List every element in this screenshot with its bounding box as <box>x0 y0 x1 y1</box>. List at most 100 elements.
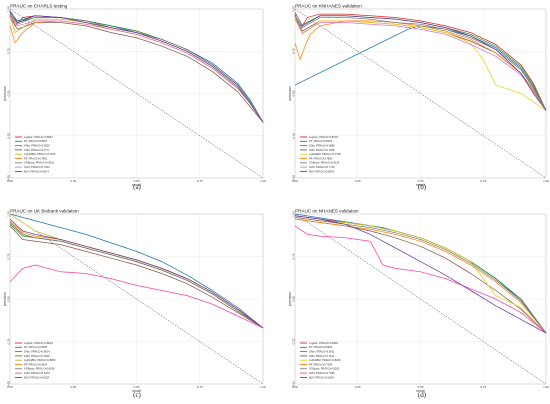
legend-entry: SVM, PRAUC=0.7903 <box>24 165 50 169</box>
series-line-7 <box>294 15 547 111</box>
chart-panel-4: PRAUC on NHANES validation0.000.000.250.… <box>288 209 549 400</box>
x-tick-label: 0.00 <box>292 179 298 183</box>
series-line-9 <box>294 215 547 334</box>
series-line-2 <box>9 213 264 329</box>
x-tick-label: 0.25 <box>70 179 76 183</box>
legend-entry: RF, PRAUC=0.8064 <box>24 362 48 366</box>
legend-entry: DT, PRAUC=0.8066 <box>24 345 48 349</box>
legend-entry: LightGBM, PRAUC=0.7874 <box>24 152 56 156</box>
y-tick-label: 0.50 <box>292 90 296 96</box>
y-tick-label: 1.00 <box>292 211 296 217</box>
legend-entry: SVM, PRAUC=0.7883 <box>309 371 335 375</box>
y-tick-label: 0.00 <box>7 381 11 387</box>
series-line-5 <box>294 17 547 111</box>
chart-panel-2: PRAUC on KNHANES validation0.000.000.250… <box>288 4 549 192</box>
legend-entry: LightGBM, PRAUC=0.8050 <box>24 358 56 362</box>
reference-line <box>9 213 264 385</box>
y-tick-label: 0.75 <box>7 253 11 259</box>
chart-panel-1: PRAUC on CHARLS testing0.000.000.250.250… <box>3 4 266 192</box>
chart-title: PRAUC on CHARLS testing <box>10 4 68 9</box>
x-axis-label: recall <box>416 389 425 393</box>
chart-title: PRAUC on NHANES validation <box>295 209 359 214</box>
y-tick-label: 1.00 <box>7 6 11 12</box>
legend-entry: LightGBM, PRAUC=0.7748 <box>309 152 341 156</box>
series-line-4 <box>9 225 264 329</box>
chart-title: PRAUC on KNHANES validation <box>295 4 362 9</box>
legend-entry: MLP, PRAUC=0.8128 <box>24 375 50 379</box>
legend-entry: SVM, PRAUC=0.6479 <box>24 371 50 375</box>
chart-panel-3: PRAUC on UK Biobank validation0.000.000.… <box>3 209 266 400</box>
legend-entry: MLP, PRAUC=0.8624 <box>309 169 335 173</box>
x-tick-label: 1.00 <box>260 179 266 183</box>
legend-entry: XGBoost, PRAUC=0.8011 <box>24 161 55 165</box>
legend-entry: RF, PRAUC=0.7882 <box>24 156 48 160</box>
y-tick-label: 0.50 <box>7 90 11 96</box>
x-tick-label: 0.50 <box>418 179 424 183</box>
legend-entry: XGBoost, PRAUC=0.8205 <box>309 367 340 371</box>
x-tick-label: 0.75 <box>480 179 486 183</box>
legend-entry: SNet, PRAUC=0.8685 <box>309 144 335 148</box>
legend-entry: DT, PRAUC=0.8161 <box>309 139 333 143</box>
legend-entry: RF, PRAUC=0.7658 <box>309 362 333 366</box>
legend-entry: DT, PRAUC=0.8057 <box>24 139 48 143</box>
x-tick-label: 0.75 <box>197 179 203 183</box>
y-tick-label: 0.00 <box>292 381 296 387</box>
x-tick-label: 0.25 <box>70 385 76 389</box>
y-axis-label: precision <box>288 86 292 100</box>
panel-caption: (d) <box>418 391 427 399</box>
legend-entry: SNet, PRAUC=0.8311 <box>309 350 335 354</box>
y-tick-label: 0.00 <box>7 175 11 181</box>
legend-entry: KNN, PRAUC=0.7849 <box>24 354 50 358</box>
y-axis-label: precision <box>3 292 7 306</box>
x-tick-label: 0.00 <box>292 385 298 389</box>
x-tick-label: 0.00 <box>7 385 13 389</box>
series-line-9 <box>9 10 264 123</box>
x-tick-label: 1.00 <box>543 179 549 183</box>
x-tick-label: 0.25 <box>355 179 361 183</box>
x-tick-label: 0.50 <box>134 385 140 389</box>
series-line-8 <box>9 15 264 123</box>
series-line-8 <box>9 264 264 329</box>
y-tick-label: 0.25 <box>292 133 296 139</box>
reference-line <box>9 8 264 179</box>
legend-entry: Logistic, PRAUC=0.8718 <box>309 135 338 139</box>
reference-line <box>294 8 547 179</box>
series-line-8 <box>294 225 547 334</box>
series-line-6 <box>294 218 547 334</box>
y-tick-label: 0.75 <box>292 253 296 259</box>
legend-entry: RF, PRAUC=0.7850 <box>309 156 333 160</box>
y-tick-label: 0.25 <box>7 338 11 344</box>
x-tick-label: 0.25 <box>355 385 361 389</box>
legend-entry: Logistic, PRAUC=0.8057 <box>24 135 53 139</box>
legend-entry: KNN, PRAUC=0.7958 <box>309 148 335 152</box>
x-axis-label: recall <box>416 183 425 187</box>
series-line-7 <box>294 217 547 334</box>
x-axis-label: recall <box>132 183 141 187</box>
legend-entry: XGBoost, PRAUC=0.8036 <box>24 367 55 371</box>
x-axis-label: recall <box>132 389 141 393</box>
legend-entry: Logistic, PRAUC=0.8339 <box>309 341 338 345</box>
panel-caption: (b) <box>418 183 427 191</box>
reference-line <box>294 213 547 385</box>
y-axis-label: precision <box>3 86 7 100</box>
y-tick-label: 1.00 <box>7 211 11 217</box>
x-tick-label: 0.75 <box>197 385 203 389</box>
panel-caption: (a) <box>133 183 141 191</box>
y-tick-label: 1.00 <box>292 6 296 12</box>
legend-entry: LightGBM, PRAUC=0.8209 <box>309 358 341 362</box>
x-tick-label: 1.00 <box>260 385 266 389</box>
series-line-1 <box>294 13 547 111</box>
legend-entry: DT, PRAUC=0.8180 <box>309 345 333 349</box>
y-tick-label: 0.50 <box>292 296 296 302</box>
legend-entry: SNet, PRAUC=0.8014 <box>24 350 50 354</box>
y-tick-label: 0.25 <box>292 338 296 344</box>
legend-entry: Logistic, PRAUC=0.8034 <box>24 341 53 345</box>
x-tick-label: 0.75 <box>480 385 486 389</box>
y-tick-label: 0.50 <box>7 296 11 302</box>
series-line-9 <box>294 12 547 111</box>
y-tick-label: 0.00 <box>292 175 296 181</box>
legend-entry: KNN, PRAUC=0.7717 <box>24 148 50 152</box>
y-tick-label: 0.75 <box>7 48 11 54</box>
x-tick-label: 0.00 <box>7 179 13 183</box>
legend-entry: XGBoost, PRAUC=0.8118 <box>309 161 340 165</box>
